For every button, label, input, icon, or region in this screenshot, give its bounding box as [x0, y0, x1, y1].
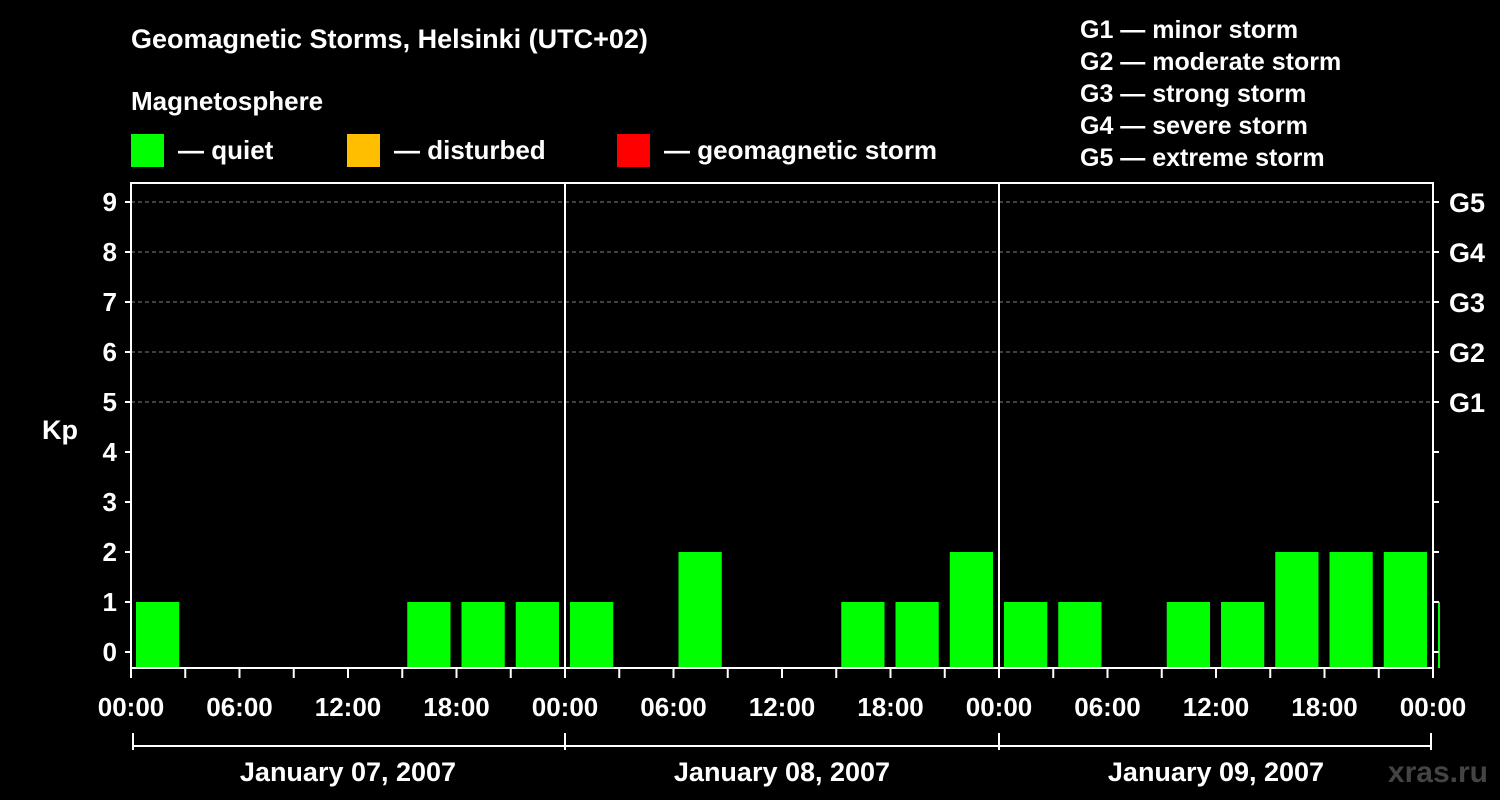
bar-24	[1438, 602, 1440, 668]
bar-6	[461, 602, 505, 668]
legend-quiet-swatch	[131, 133, 164, 167]
legend-quiet-label: — quiet	[178, 134, 274, 165]
y-tick-label: 5	[103, 387, 117, 417]
storm-scale-g2: G2 — moderate storm	[1080, 48, 1342, 76]
x-tick-label: 18:00	[857, 692, 924, 722]
bar-7	[515, 602, 559, 668]
bar-16	[1004, 602, 1048, 668]
day-label: January 07, 2007	[240, 757, 456, 787]
legend-storm: — geomagnetic storm	[617, 133, 937, 167]
storm-scale-g3: G3 — strong storm	[1080, 80, 1307, 108]
y-tick-label: 8	[103, 237, 117, 267]
x-tick-label: 00:00	[966, 692, 1033, 722]
bar-10	[678, 552, 722, 668]
storm-scale-g5: G5 — extreme storm	[1080, 144, 1325, 172]
x-tick-label: 18:00	[423, 692, 490, 722]
storm-level-label: G1	[1449, 388, 1485, 418]
storm-scale-g1: G1 — minor storm	[1080, 16, 1299, 44]
bar-21	[1275, 552, 1319, 668]
x-tick-label: 06:00	[1074, 692, 1141, 722]
storm-level-label: G5	[1449, 188, 1485, 218]
y-tick-label: 7	[103, 287, 117, 317]
legend-quiet: — quiet	[131, 133, 273, 167]
y-tick-label: 1	[103, 587, 117, 617]
legend-storm-label: — geomagnetic storm	[664, 134, 938, 165]
day-label: January 09, 2007	[1108, 757, 1324, 787]
bar-5	[407, 602, 451, 668]
bar-8	[570, 602, 614, 668]
x-tick-label: 00:00	[98, 692, 165, 722]
x-tick-label: 18:00	[1291, 692, 1358, 722]
storm-level-label: G4	[1449, 238, 1485, 268]
x-tick-label: 06:00	[640, 692, 707, 722]
legend-storm-swatch	[617, 133, 650, 167]
bar-13	[841, 602, 885, 668]
bar-22	[1329, 552, 1373, 668]
legend-disturbed-swatch	[347, 133, 380, 167]
y-tick-label: 6	[103, 337, 117, 367]
bar-19	[1166, 602, 1210, 668]
bar-15	[949, 552, 993, 668]
storm-scale-legend: G1 — minor storm G2 — moderate storm G3 …	[1080, 14, 1341, 174]
legend-disturbed-label: — disturbed	[394, 134, 546, 165]
chart-subtitle: Magnetosphere	[131, 86, 324, 116]
bar-0	[136, 602, 180, 668]
x-tick-label: 12:00	[1183, 692, 1250, 722]
y-tick-label: 3	[103, 487, 117, 517]
day-label: January 08, 2007	[674, 757, 890, 787]
x-tick-label: 00:00	[532, 692, 599, 722]
y-tick-label: 9	[103, 187, 117, 217]
y-tick-label: 4	[103, 437, 118, 467]
chart-title: Geomagnetic Storms, Helsinki (UTC+02)	[131, 24, 648, 54]
legend-disturbed: — disturbed	[347, 133, 546, 167]
bar-14	[895, 602, 939, 668]
storm-level-label: G2	[1449, 338, 1485, 368]
x-tick-label: 12:00	[315, 692, 382, 722]
x-tick-label: 00:00	[1400, 692, 1467, 722]
x-tick-label: 12:00	[749, 692, 816, 722]
bar-17	[1058, 602, 1102, 668]
bar-23	[1383, 552, 1427, 668]
watermark: xras.ru	[1387, 756, 1488, 789]
x-tick-label: 06:00	[206, 692, 273, 722]
y-tick-label: 0	[103, 637, 117, 667]
y-axis-label: Kp	[42, 415, 78, 445]
bar-20	[1221, 602, 1265, 668]
storm-scale-g4: G4 — severe storm	[1080, 112, 1308, 140]
storm-level-label: G3	[1449, 288, 1485, 318]
y-tick-label: 2	[103, 537, 117, 567]
plot-frame	[130, 182, 1434, 669]
